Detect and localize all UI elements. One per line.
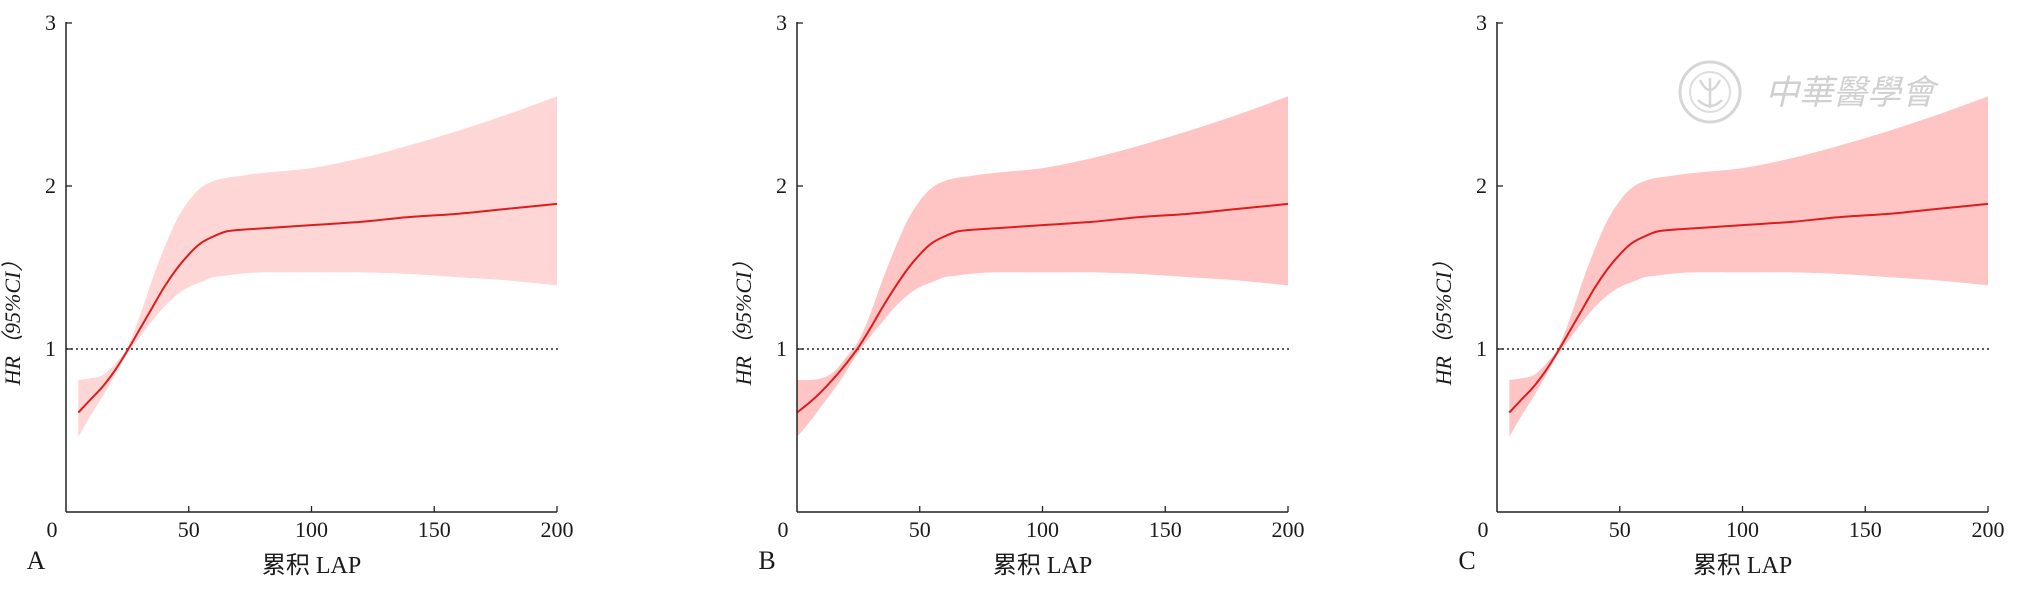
y-tick-label: 1 [1476,336,1487,361]
hr-curve [77,202,558,414]
x-tick-label: 150 [1149,517,1182,542]
x-axis-label: 累积 LAP [993,552,1092,579]
x-tick-label: 200 [1272,517,1305,542]
hr-curve [796,202,1289,414]
confidence-band [78,96,558,438]
x-tick-label: 200 [1972,517,2005,542]
x-axis-label: 累积 LAP [1693,552,1792,579]
chart-panel-c: 1 2 3 0 50 100 150 200 累积 LAP HR（95%CI） C [1431,10,2005,579]
x-tick-label: 0 [47,517,58,542]
chart-panel-a: 1 2 3 0 50 100 150 200 累积 LAP HR（95%CI） A [0,10,574,579]
y-axis-label: HR（95%CI） [731,250,756,387]
y-tick-label: 2 [776,173,787,198]
seal-inner-ring [1689,71,1731,113]
y-tick-label: 1 [776,336,787,361]
x-tick-label: 50 [909,517,931,542]
seal-emblem [1697,78,1723,108]
y-tick-label: 2 [1476,173,1487,198]
x-tick-label: 100 [1726,517,1759,542]
watermark-text: 中華醫學會 [1765,73,1940,113]
panel-label: A [27,546,46,575]
y-axis-label: HR（95%CI） [0,250,25,387]
x-tick-label: 50 [178,517,200,542]
confidence-band [1509,96,1988,438]
confidence-band [797,96,1288,438]
x-axis-label: 累积 LAP [262,552,361,579]
y-tick-label: 3 [1476,10,1487,35]
panel-label: C [1458,546,1475,575]
y-tick-label: 2 [45,173,56,198]
x-tick-label: 200 [541,517,574,542]
x-tick-label: 0 [1478,517,1489,542]
x-tick-label: 100 [295,517,328,542]
x-tick-label: 150 [1849,517,1882,542]
y-axis-label: HR（95%CI） [1431,250,1456,387]
watermark: 中華醫學會 [1678,60,1940,124]
chart-panel-b: 1 2 3 0 50 100 150 200 累积 LAP HR（95%CI） B [731,10,1305,579]
seal-icon [1678,60,1742,124]
y-tick-label: 1 [45,336,56,361]
hr-curve [1508,202,1989,414]
panel-label: B [758,546,775,575]
y-tick-label: 3 [45,10,56,35]
x-tick-label: 150 [418,517,451,542]
x-tick-label: 100 [1026,517,1059,542]
x-tick-label: 0 [778,517,789,542]
x-tick-label: 50 [1609,517,1631,542]
y-tick-label: 3 [776,10,787,35]
